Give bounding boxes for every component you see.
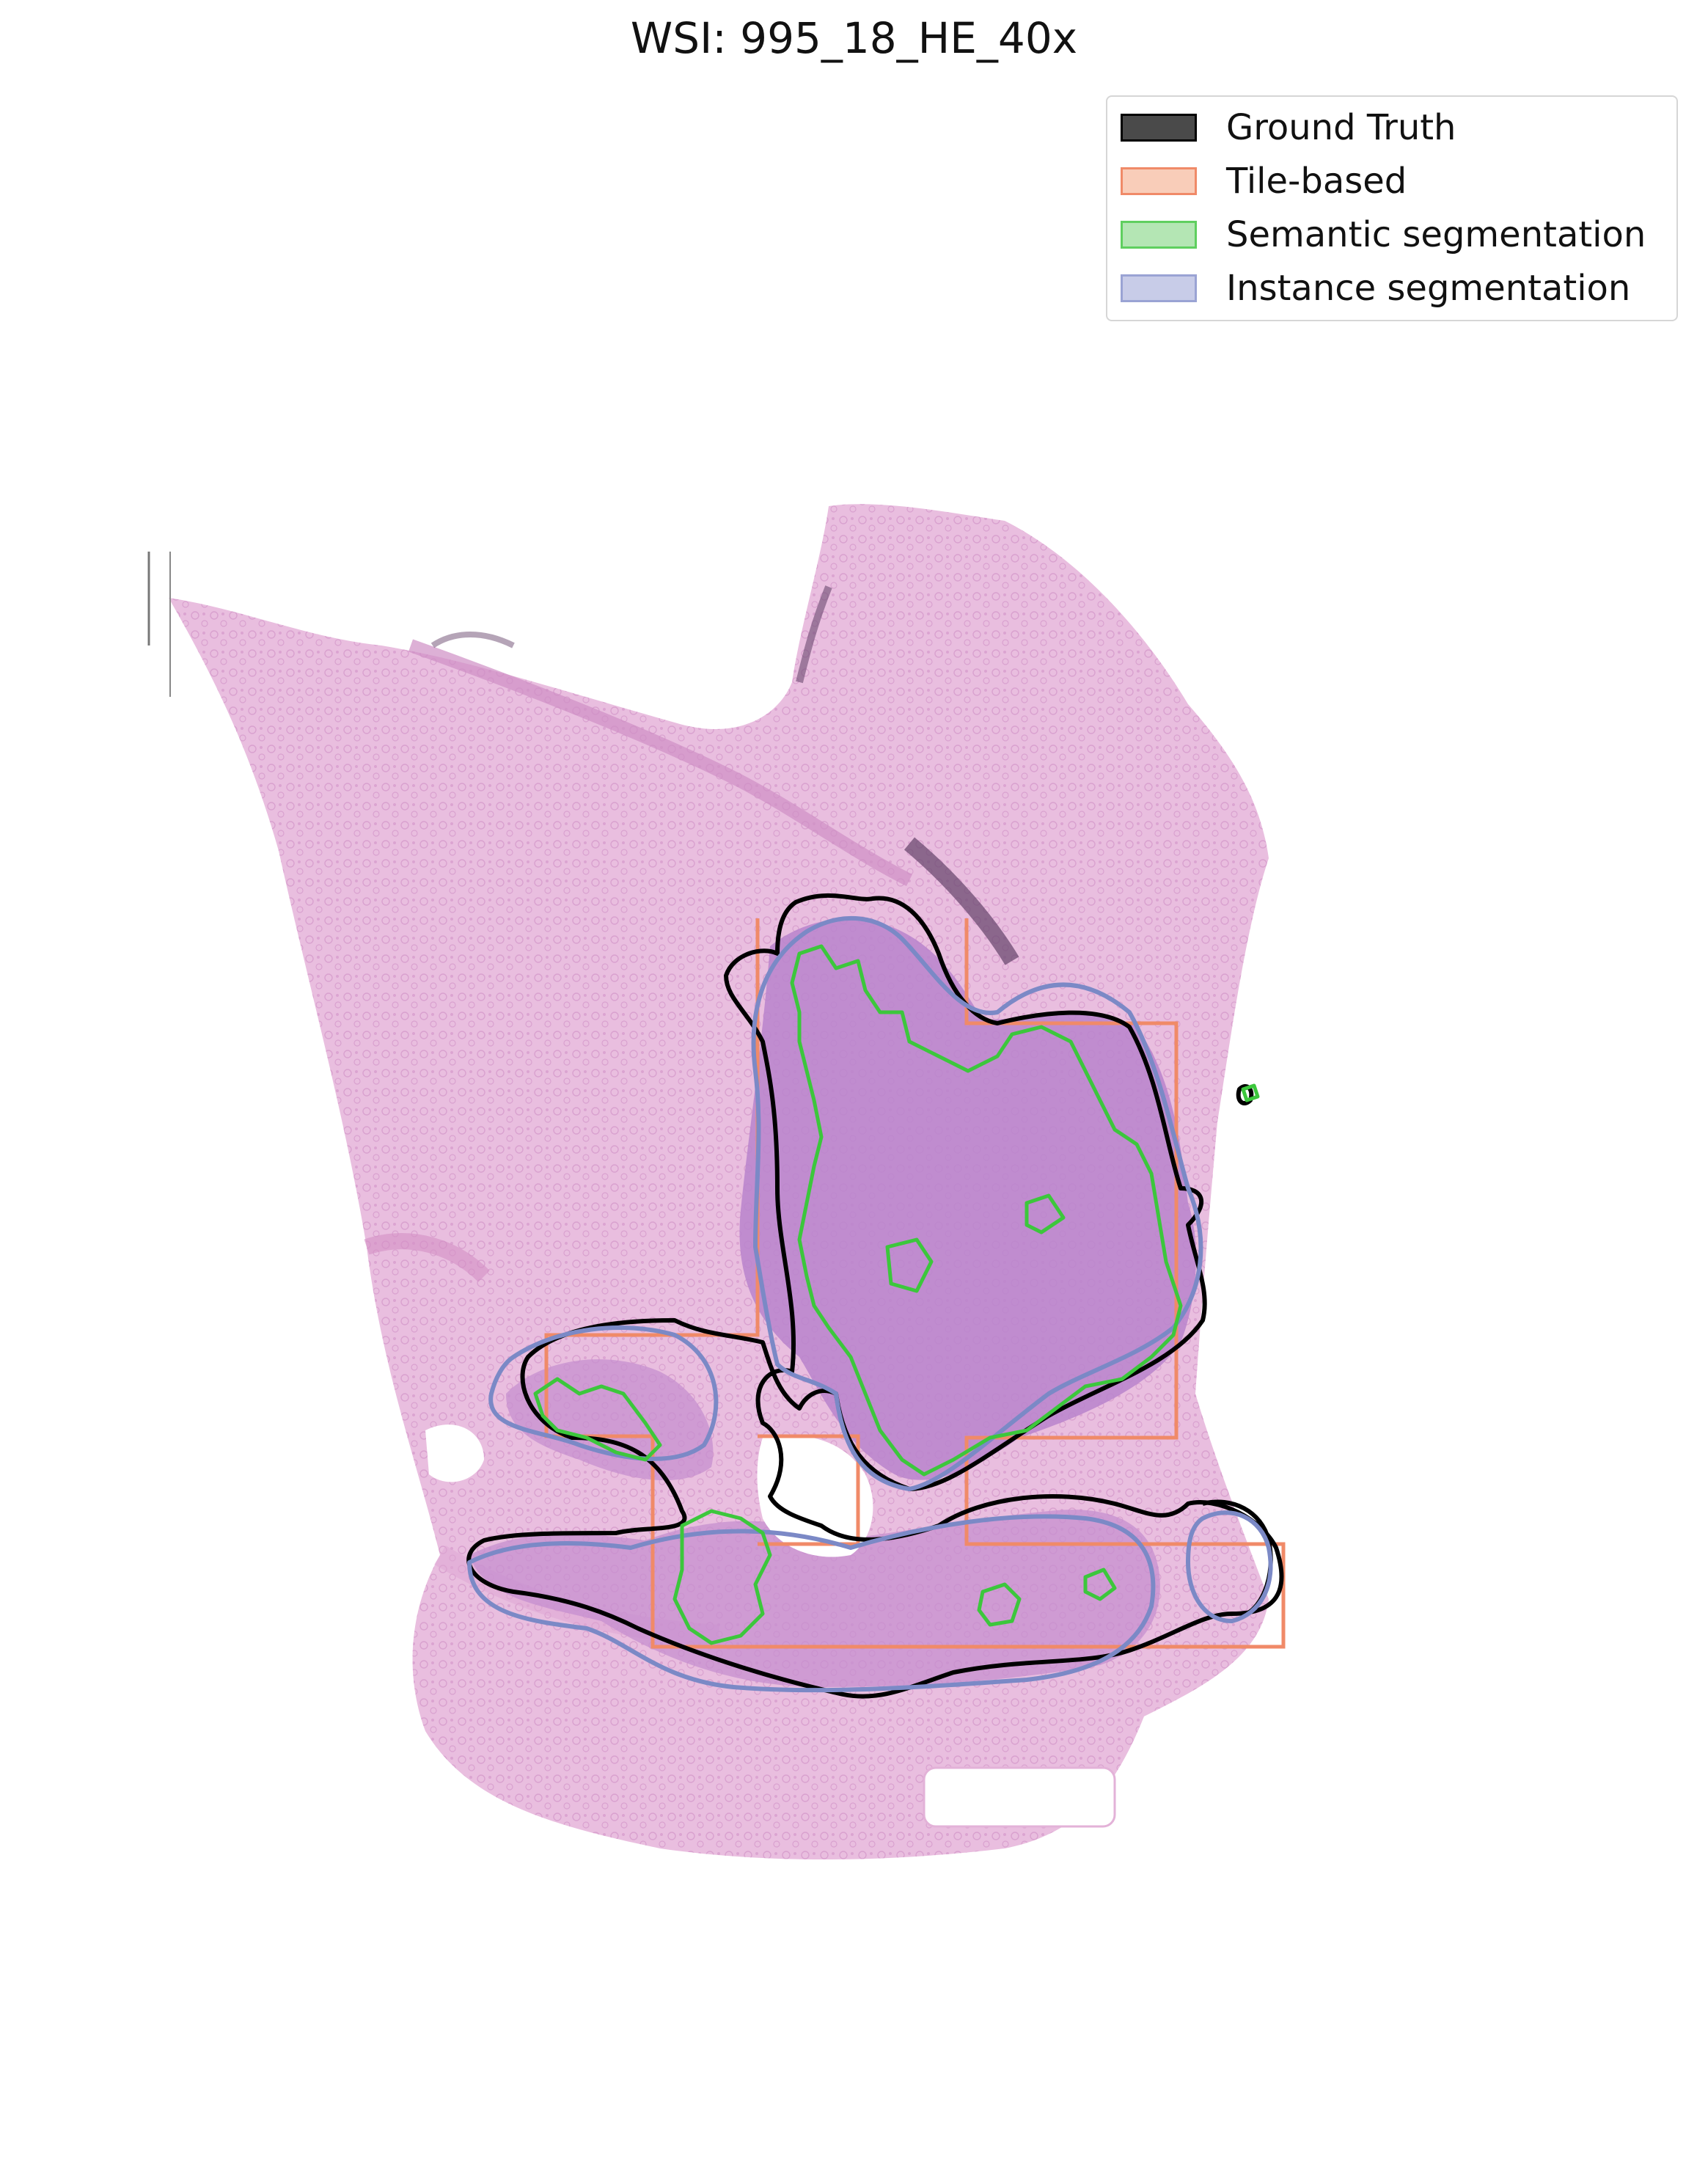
- figure-title: WSI: 995_18_HE_40x: [630, 13, 1078, 63]
- instance-segmentation-contour: [467, 1514, 1156, 1693]
- tile-based-contours: [544, 918, 1286, 1649]
- semantic-segmentation-contour: [672, 1509, 772, 1645]
- semantic-segmentation-swatch: [1121, 221, 1197, 249]
- semantic-segmentation-contour: [790, 944, 1183, 1477]
- instance-segmentation-contour: [751, 915, 1203, 1491]
- legend: Ground Truth Tile-based Semantic segment…: [1106, 95, 1678, 321]
- tile-based-swatch: [1121, 167, 1197, 195]
- instance-segmentation-contour: [1186, 1510, 1273, 1623]
- semantic-segmentation-contour: [1025, 1193, 1066, 1235]
- legend-label-tile-based: Tile-based: [1226, 161, 1407, 202]
- legend-label-instance-segmentation: Instance segmentation: [1226, 268, 1631, 309]
- legend-item-tile-based: Tile-based: [1121, 159, 1407, 203]
- tissue-band: [364, 1233, 490, 1282]
- instance-segmentation-contour: [488, 1325, 719, 1461]
- tissue-band: [904, 837, 1019, 965]
- legend-label-semantic-segmentation: Semantic segmentation: [1226, 214, 1646, 255]
- semantic-segmentation-contour: [533, 1377, 662, 1462]
- tile-based-contour: [544, 918, 1286, 1649]
- semantic-segmentation-contour: [1241, 1083, 1260, 1102]
- tile-based-contour: [758, 1434, 860, 1546]
- tissue-band: [408, 639, 913, 887]
- legend-item-semantic-segmentation: Semantic segmentation: [1121, 213, 1646, 257]
- semantic-segmentation-contour: [977, 1582, 1022, 1627]
- legend-item-instance-segmentation: Instance segmentation: [1121, 266, 1630, 310]
- tumor-region-left: [506, 1359, 714, 1481]
- legend-label-ground-truth: Ground Truth: [1226, 107, 1456, 148]
- tumor-region: [739, 918, 1196, 1480]
- tissue-hole: [757, 1435, 873, 1557]
- semantic-segmentation-contours: [533, 944, 1260, 1645]
- slide-artifact: [923, 1766, 1116, 1828]
- legend-item-ground-truth: Ground Truth: [1121, 106, 1456, 150]
- semantic-segmentation-contour: [885, 1237, 934, 1293]
- tissue-hole: [425, 1424, 484, 1482]
- semantic-segmentation-contour: [1083, 1568, 1117, 1601]
- instance-segmentation-contours: [467, 915, 1273, 1693]
- instance-segmentation-swatch: [1121, 274, 1197, 302]
- tissue-band: [796, 585, 832, 684]
- tumor-region-lower: [469, 1510, 1160, 1687]
- tissue-band: [430, 632, 515, 648]
- ground-truth-swatch: [1121, 114, 1197, 142]
